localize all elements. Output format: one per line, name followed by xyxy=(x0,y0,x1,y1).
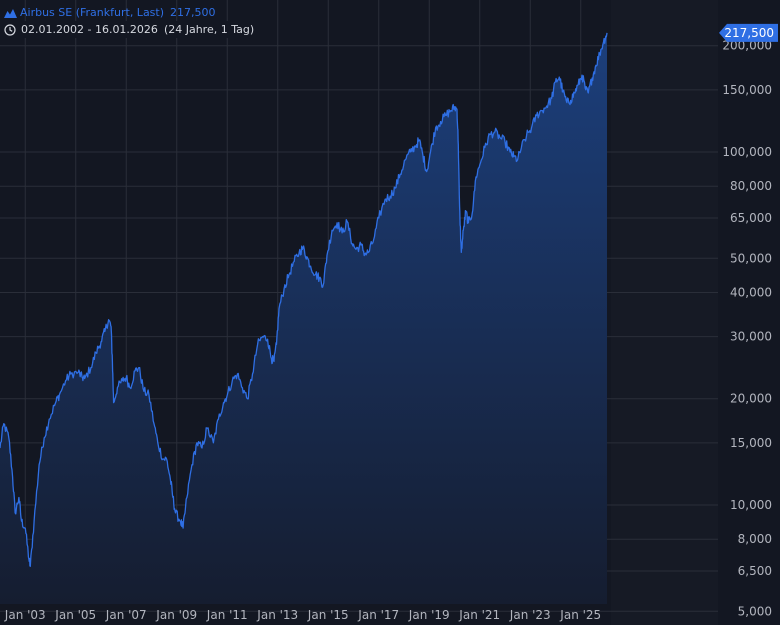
y-tick-label: 6,500 xyxy=(738,564,772,578)
y-tick-label: 5,000 xyxy=(738,604,772,618)
y-tick-label: 20,000 xyxy=(730,392,772,406)
x-tick-label: Jan '07 xyxy=(105,608,147,622)
last-price-tag: 217,500 xyxy=(719,23,778,42)
y-tick-label: 65,000 xyxy=(730,211,772,225)
legend-date-range: 02.01.2002 - 16.01.2026 xyxy=(21,23,158,36)
price-tag-text: 217,500 xyxy=(724,26,774,40)
y-tick-label: 8,000 xyxy=(738,532,772,546)
legend-instrument: Airbus SE (Frankfurt, Last) xyxy=(20,6,165,19)
y-tick-label: 15,000 xyxy=(730,436,772,450)
legend-last-value: 217,500 xyxy=(170,6,216,19)
y-tick-label: 40,000 xyxy=(730,285,772,299)
legend-series-row[interactable]: Airbus SE (Frankfurt, Last) 217,500 xyxy=(4,4,258,21)
x-tick-label: Jan '09 xyxy=(155,608,197,622)
x-tick-label: Jan '21 xyxy=(458,608,500,622)
future-region xyxy=(611,0,718,625)
y-tick-label: 10,000 xyxy=(730,498,772,512)
y-axis-labels: 5,000 6,500 8,000 10,000 15,000 20,000 30,000 4… xyxy=(722,39,772,619)
y-tick-label: 50,000 xyxy=(730,251,772,265)
x-tick-label: Jan '15 xyxy=(307,608,349,622)
y-tick-label: 100,000 xyxy=(722,145,772,159)
x-tick-label: Jan '25 xyxy=(559,608,601,622)
price-tag-bg xyxy=(719,23,778,42)
legend-span: (24 Jahre, 1 Tag) xyxy=(163,23,255,36)
clock-icon xyxy=(4,23,16,36)
x-tick-label: Jan '03 xyxy=(4,608,46,622)
price-line xyxy=(0,32,608,568)
x-tick-label: Jan '05 xyxy=(54,608,96,622)
x-axis-labels: Jan '03 Jan '05 Jan '07 Jan '09 Jan '11 Jan '… xyxy=(4,608,601,622)
x-tick-label: Jan '23 xyxy=(509,608,551,622)
x-tick-label: Jan '17 xyxy=(357,608,399,622)
y-tick-label: 80,000 xyxy=(730,179,772,193)
x-tick-label: Jan '13 xyxy=(256,608,298,622)
y-tick-label: 200,000 xyxy=(722,39,772,53)
x-tick-label: Jan '11 xyxy=(206,608,248,622)
y-tick-label: 150,000 xyxy=(722,83,772,97)
mountain-icon xyxy=(4,8,17,18)
x-tick-label: Jan '19 xyxy=(408,608,450,622)
legend-range-row[interactable]: 02.01.2002 - 16.01.2026 (24 Jahre, 1 Tag… xyxy=(4,21,259,38)
y-tick-label: 30,000 xyxy=(730,330,772,344)
price-area-fill xyxy=(0,32,607,604)
chart-legend: Airbus SE (Frankfurt, Last) 217,500 02.0… xyxy=(4,4,259,38)
